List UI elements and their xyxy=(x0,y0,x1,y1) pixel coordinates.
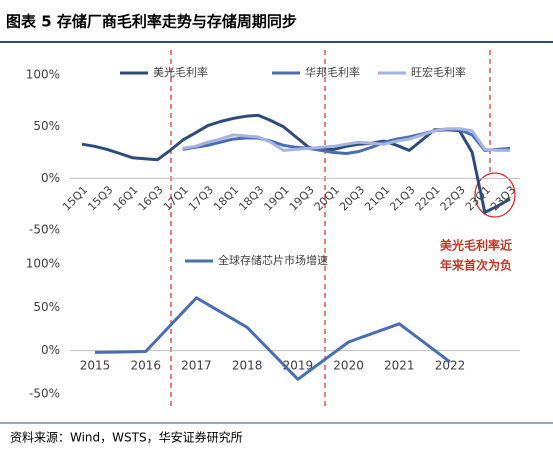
x-tick-label: 21Q1 xyxy=(362,183,392,213)
series-line xyxy=(182,127,510,152)
highlight-circle xyxy=(474,172,516,218)
y-tick-label: 50% xyxy=(33,300,60,314)
y-tick-label: 100% xyxy=(26,68,60,82)
x-tick-label: 20Q3 xyxy=(337,183,367,213)
x-tick-label: 19Q3 xyxy=(287,183,317,213)
x-tick-label: 2021 xyxy=(384,359,415,373)
y-tick-label: -50% xyxy=(29,387,60,401)
x-tick-label: 15Q3 xyxy=(85,183,115,213)
x-tick-label: 17Q1 xyxy=(161,183,191,213)
legend-label: 旺宏毛利率 xyxy=(411,65,466,79)
legend-label: 全球存储芯片市场增速 xyxy=(218,253,328,267)
x-tick-label: 21Q3 xyxy=(387,183,417,213)
title: 图表 5 存储厂商毛利率走势与存储周期同步 xyxy=(6,13,297,31)
annotation: 美光毛利率近 xyxy=(440,238,512,253)
source: 资料来源：Wind，WSTS，华安证券研究所 xyxy=(10,430,243,445)
y-tick-label: 0% xyxy=(41,171,60,185)
y-tick-label: 50% xyxy=(33,119,60,133)
legend-label: 美光毛利率 xyxy=(153,65,208,79)
x-tick-label: 2015 xyxy=(80,359,111,373)
x-tick-label: 2017 xyxy=(181,359,212,373)
annotation: 年来首次为负 xyxy=(440,258,512,273)
x-tick-label: 16Q3 xyxy=(136,183,166,213)
y-tick-label: -50% xyxy=(29,223,60,237)
x-tick-label: 2022 xyxy=(435,359,466,373)
x-tick-label: 18Q1 xyxy=(211,183,241,213)
x-tick-label: 17Q3 xyxy=(186,183,216,213)
x-tick-label: 15Q1 xyxy=(60,183,90,213)
series-line xyxy=(94,296,451,381)
y-tick-label: 0% xyxy=(41,343,60,357)
x-tick-label: 2018 xyxy=(232,359,263,373)
legend-label: 华邦毛利率 xyxy=(305,65,360,79)
x-tick-label: 18Q3 xyxy=(236,183,266,213)
x-tick-label: 22Q1 xyxy=(413,183,443,213)
x-tick-label: 2020 xyxy=(333,359,364,373)
x-tick-label: 22Q3 xyxy=(438,183,468,213)
x-tick-label: 16Q1 xyxy=(110,183,140,213)
x-tick-label: 20Q1 xyxy=(312,183,342,213)
y-tick-label: 100% xyxy=(26,257,60,271)
x-tick-label: 19Q1 xyxy=(261,183,291,213)
x-tick-label: 2016 xyxy=(130,359,161,373)
x-tick-label: 2019 xyxy=(283,359,314,373)
